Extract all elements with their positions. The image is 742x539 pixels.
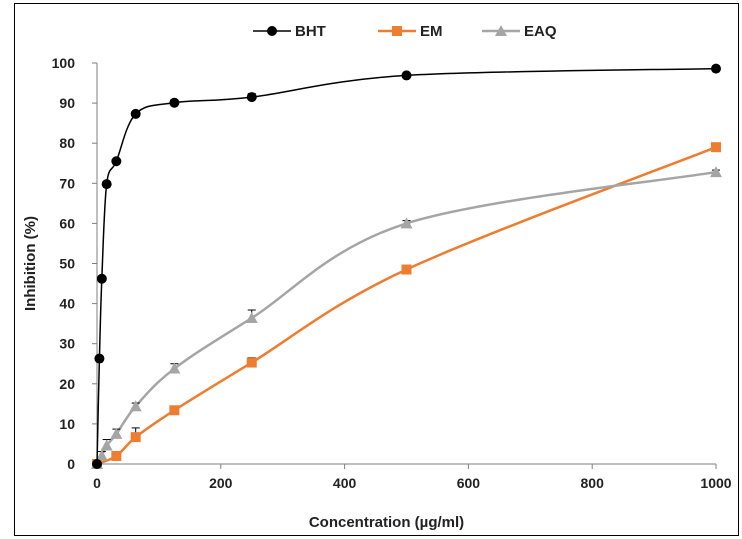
legend-marker xyxy=(392,26,402,36)
series-line xyxy=(95,170,717,465)
series-layer xyxy=(91,63,722,469)
y-tick-label: 20 xyxy=(59,376,75,392)
y-tick-label: 70 xyxy=(59,175,75,191)
data-point xyxy=(94,353,105,364)
x-tick-label: 0 xyxy=(93,475,101,491)
data-point xyxy=(129,400,142,412)
series-line xyxy=(96,146,717,466)
data-point xyxy=(400,217,413,229)
data-point xyxy=(246,92,257,103)
data-point xyxy=(401,264,412,275)
x-tick-label: 1000 xyxy=(700,475,731,491)
x-tick-label: 400 xyxy=(333,475,357,491)
data-point xyxy=(168,362,181,374)
data-point xyxy=(401,70,412,81)
data-point xyxy=(92,459,102,469)
y-tick-label: 60 xyxy=(59,215,75,231)
y-tick-label: 0 xyxy=(67,456,75,472)
x-tick-label: 800 xyxy=(581,475,605,491)
y-axis-label: Inhibition (%) xyxy=(22,216,39,311)
y-tick-label: 80 xyxy=(59,135,75,151)
chart-frame xyxy=(14,3,739,536)
data-point xyxy=(246,357,257,368)
x-axis-ticks: 0 200 400 600 800 1000 xyxy=(93,464,732,491)
data-point xyxy=(711,63,721,74)
data-point xyxy=(711,142,721,153)
data-point xyxy=(130,108,141,119)
legend-label: EM xyxy=(420,23,443,40)
data-point xyxy=(169,405,180,416)
legend-label: EAQ xyxy=(524,23,557,40)
y-tick-label: 30 xyxy=(59,336,75,352)
legend-marker xyxy=(495,25,507,36)
legend-label: BHT xyxy=(295,23,326,40)
data-point xyxy=(95,449,108,461)
x-tick-label: 200 xyxy=(209,475,233,491)
legend-marker xyxy=(267,26,277,36)
y-axis-ticks: 0 10 20 30 40 50 60 70 80 90 100 xyxy=(52,55,97,472)
data-point xyxy=(96,273,107,284)
y-tick-label: 10 xyxy=(59,416,75,432)
data-point xyxy=(111,156,122,167)
y-tick-label: 40 xyxy=(59,296,75,312)
y-tick-label: 50 xyxy=(59,256,75,272)
axes xyxy=(96,63,716,465)
data-point xyxy=(110,427,123,439)
data-point xyxy=(169,97,180,108)
series-bht xyxy=(92,63,721,469)
data-point xyxy=(111,450,122,461)
x-axis-label: Concentration (µg/ml) xyxy=(309,514,464,531)
x-tick-label: 600 xyxy=(457,475,481,491)
y-tick-label: 90 xyxy=(59,95,75,111)
y-tick-label: 100 xyxy=(52,55,76,71)
data-point xyxy=(710,166,722,178)
data-point xyxy=(100,439,113,451)
data-point xyxy=(101,179,112,190)
data-point xyxy=(245,312,258,324)
series-em xyxy=(92,142,721,469)
series-eaq xyxy=(91,166,722,469)
legend: BHT EM EAQ xyxy=(253,23,557,40)
data-point xyxy=(130,432,141,443)
